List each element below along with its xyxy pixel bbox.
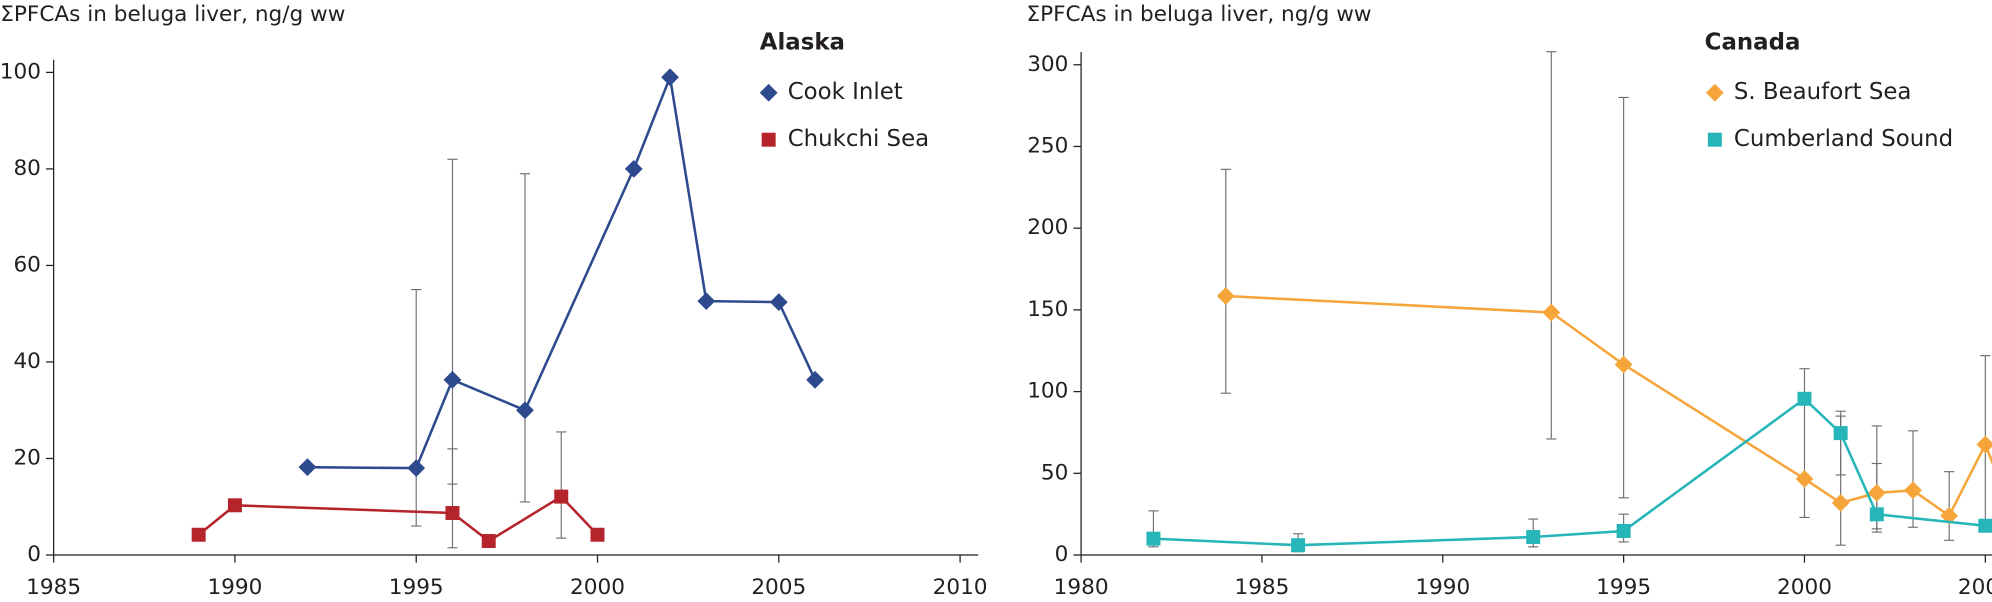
data-point [806, 370, 824, 389]
data-point [516, 401, 534, 420]
data-point [1833, 426, 1848, 441]
data-point [661, 68, 679, 87]
y-tick-label: 250 [1027, 133, 1068, 158]
y-tick-label: 100 [1027, 379, 1068, 404]
error-bar [519, 173, 531, 503]
data-point [298, 458, 317, 477]
data-point [443, 370, 462, 389]
x-tick-label: 1990 [207, 575, 262, 600]
legend-marker [761, 132, 776, 147]
y-tick-label: 20 [13, 445, 40, 470]
data-point [481, 534, 496, 548]
y-axis-label: ΣPFCAs in beluga liver, ng/g ww [0, 2, 345, 27]
data-point [1616, 524, 1631, 538]
series-line [1153, 397, 1992, 547]
data-point [590, 527, 605, 542]
error-bar [1835, 415, 1846, 476]
y-tick-label: 40 [13, 349, 40, 374]
error-bar [1944, 471, 1955, 541]
data-point [697, 292, 716, 311]
error-bar [447, 448, 458, 549]
legend-label: Cumberland Sound [1734, 126, 1953, 152]
y-tick-label: 200 [1027, 215, 1068, 240]
y-axis-label: ΣPFCAs in beluga liver, ng/g ww [1026, 2, 1371, 27]
error-bar [1907, 430, 1919, 528]
data-point [1904, 481, 1922, 500]
x-tick-label: 1995 [389, 575, 444, 600]
y-tick-label: 0 [1055, 542, 1069, 567]
x-tick-label: 1990 [1415, 575, 1470, 600]
x-tick-label: 1995 [1596, 575, 1651, 600]
data-point [445, 506, 460, 521]
y-tick-label: 100 [0, 59, 41, 84]
y-tick-label: 300 [1027, 52, 1068, 77]
legend-marker [759, 83, 778, 102]
y-tick-label: 0 [27, 542, 41, 567]
data-point [1867, 484, 1886, 502]
y-tick-label: 60 [13, 252, 40, 277]
data-point [1831, 493, 1850, 512]
x-tick-label: 2005 [751, 575, 806, 600]
data-point [407, 459, 426, 478]
x-tick-label: 1980 [1054, 575, 1109, 600]
data-point [1797, 391, 1812, 406]
data-point [1146, 531, 1161, 546]
data-point [1978, 518, 1992, 533]
x-tick-label: 2010 [933, 575, 988, 600]
legend-label: Cook Inlet [788, 79, 903, 105]
data-point [554, 489, 569, 504]
data-point [624, 160, 643, 178]
x-tick-label: 1985 [26, 575, 81, 600]
error-bar [447, 158, 458, 485]
data-point [1614, 355, 1633, 374]
error-bar [1618, 96, 1629, 499]
data-point [1869, 507, 1884, 522]
data-point [1526, 530, 1541, 545]
x-tick-label: 2000 [1777, 575, 1832, 600]
legend-title: Alaska [760, 30, 845, 56]
x-tick-label: 1985 [1234, 575, 1289, 600]
legend-marker [1707, 132, 1722, 147]
data-point [1795, 469, 1814, 488]
data-point [191, 527, 206, 542]
data-point [1976, 435, 1992, 454]
legend-label: Chukchi Sea [788, 126, 929, 152]
error-bar [1799, 368, 1810, 518]
x-tick-label: 2000 [570, 575, 625, 600]
series-line [307, 72, 817, 470]
y-tick-label: 50 [1041, 460, 1068, 485]
y-tick-label: 80 [13, 156, 40, 181]
data-point [227, 498, 242, 513]
error-bar [411, 288, 422, 527]
error-bar [1220, 168, 1231, 394]
y-tick-label: 150 [1027, 297, 1068, 322]
legend-label: S. Beaufort Sea [1734, 79, 1912, 105]
error-bar [556, 431, 567, 539]
legend-marker [1705, 83, 1724, 102]
legend-title: Canada [1705, 30, 1801, 56]
data-point [1291, 538, 1306, 553]
data-point [1216, 287, 1235, 305]
x-tick-label: 2005 [1958, 575, 1992, 600]
data-point [1542, 303, 1561, 322]
series-line [197, 494, 599, 543]
data-point [769, 293, 788, 312]
error-bar [1546, 51, 1557, 440]
